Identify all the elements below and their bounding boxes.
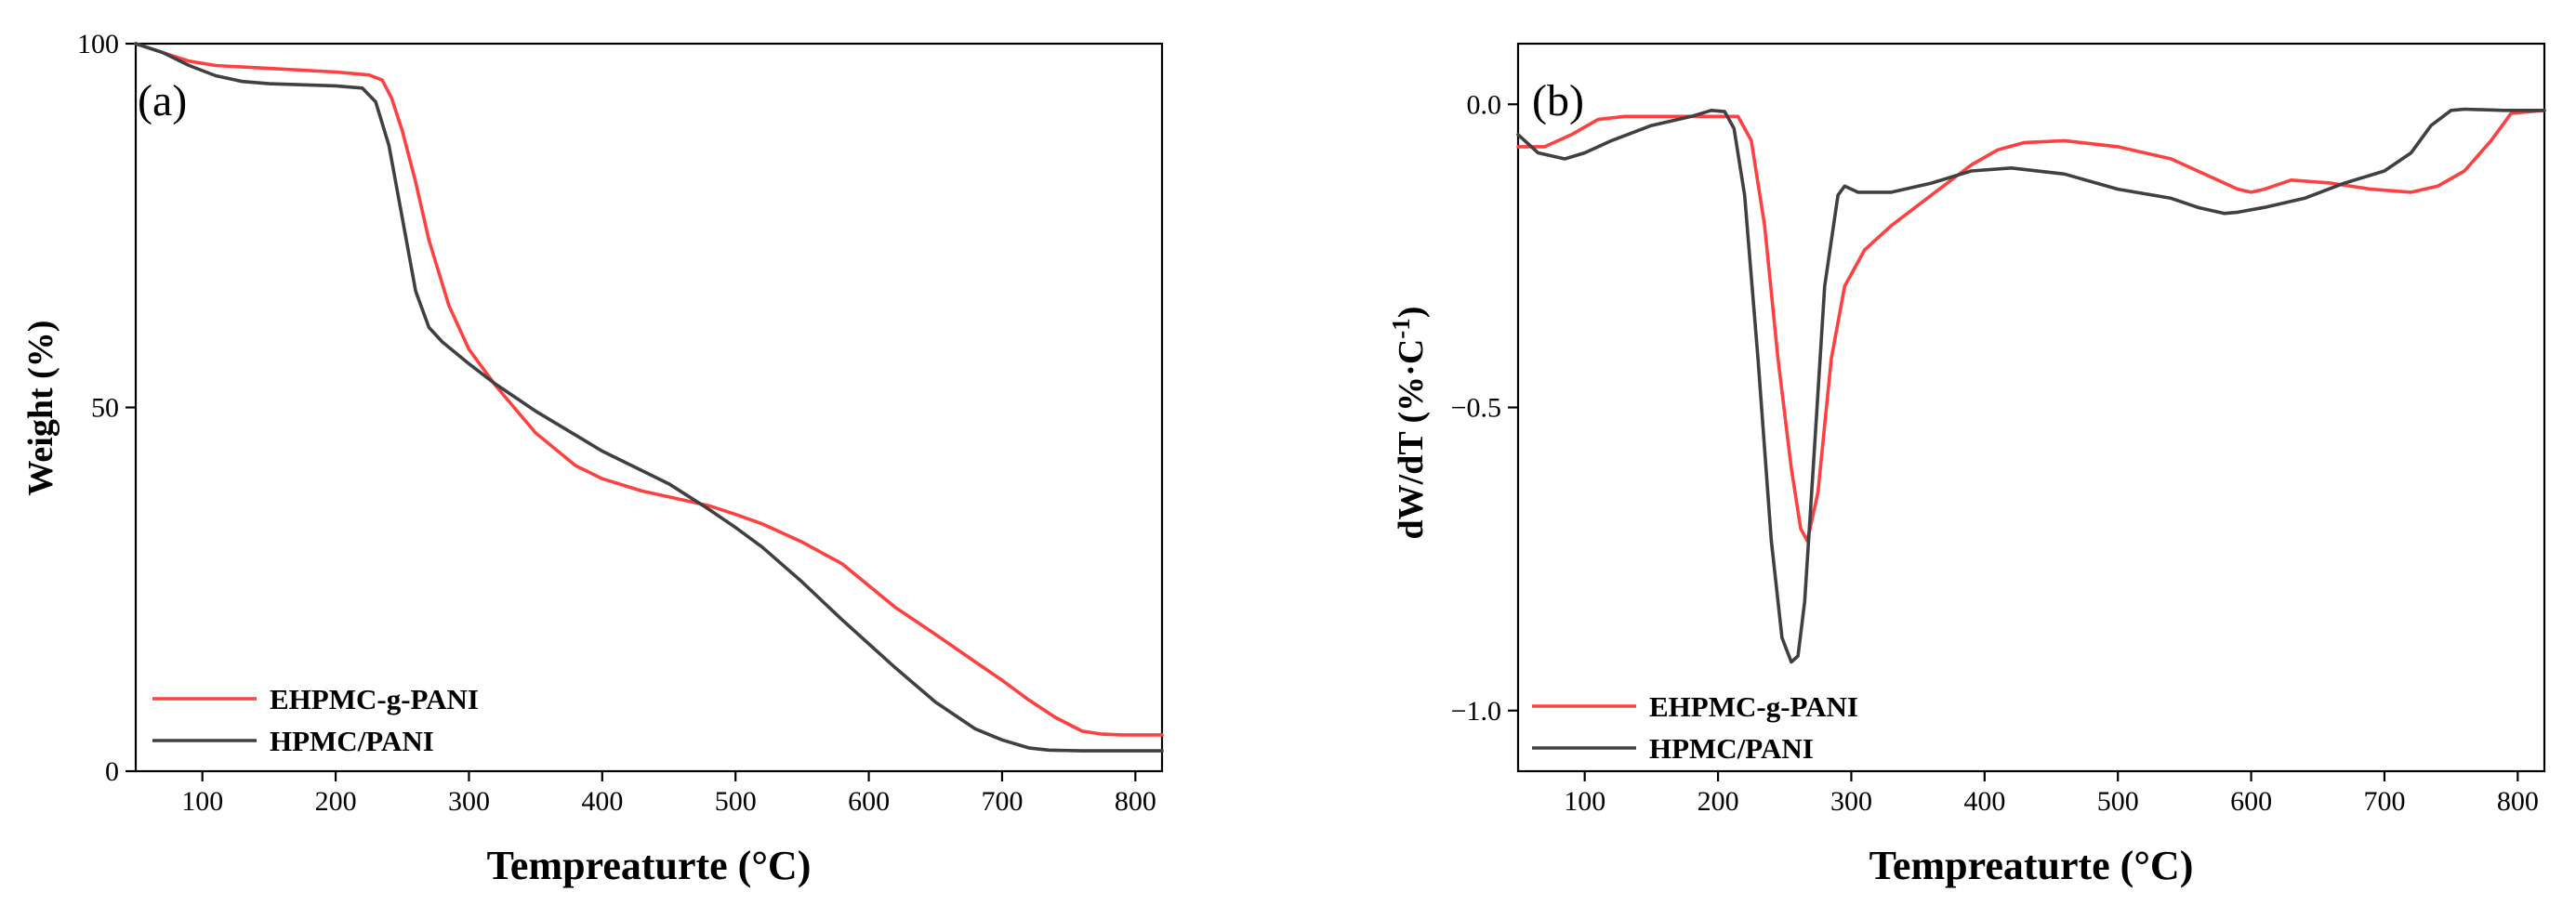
panel-b-y-tick-label: 0.0 [1467,89,1502,120]
panel-b-plot-frame [1516,42,2546,773]
panel-b-y-axis-title: dW/dT (%·C-1) [1387,307,1431,540]
panel-a-plot-frame [134,42,1164,773]
panel-b-x-tick-label: 500 [2097,786,2139,817]
panel-b-x-tick-label: 700 [2363,786,2405,817]
panel-b-series [1516,107,2546,664]
panel-b-y-tick-label: −1.0 [1451,696,1501,727]
panel-a-legend: EHPMC-g-PANI HPMC/PANI [152,683,479,757]
panel-a-legend-label-ehpmc: EHPMC-g-PANI [270,683,479,715]
panel-b-x-tick-label: 800 [2497,786,2539,817]
panel-a-x-tick-label: 600 [848,786,890,817]
panel-b-ticks: 100 200 300 400 500 600 700 800 −1.0 −0.5 0.0 [1451,89,2539,817]
panel-b-x-axis-title: Tempreaturte (°C) [1869,843,2194,888]
panel-a-x-axis-title: Tempreaturte (°C) [487,843,812,888]
panel-a-series [134,42,1164,753]
panel-b-legend: EHPMC-g-PANI HPMC/PANI [1532,690,1858,765]
panel-b-x-tick-label: 300 [1830,786,1872,817]
panel-a-series-line-hpmc-pani [134,42,1164,753]
panel-a-chart: 100 200 300 400 500 600 700 800 0 50 100 (a) Tempr… [21,29,1164,888]
panel-b-x-tick-label: 100 [1564,786,1605,817]
panel-b-chart: 100 200 300 400 500 600 700 800−1.0−0.50.0 (b) … [1387,42,2546,888]
panel-a-y-tick-label: 50 [91,393,119,424]
panel-a-x-tick-label: 700 [981,786,1023,817]
panel-a-x-tick-label: 100 [181,786,223,817]
panel-b-label: (b) [1532,76,1584,125]
panel-b-y-axis-title-sup: -1 [1387,318,1415,339]
panel-a-x-tick-label: 400 [581,786,623,817]
panel-a-x-tick-label: 200 [315,786,357,817]
panel-a-ticks: 100 200 300 400 500 600 700 800 0 50 100 [77,29,1156,817]
panel-a-label: (a) [138,76,187,125]
panel-a-legend-label-hpmc: HPMC/PANI [270,725,434,757]
panel-b-x-tick-label: 400 [1963,786,2005,817]
panel-a-x-tick-label: 500 [715,786,757,817]
panel-a-y-axis-title: Weight (%) [21,321,60,496]
panel-b-series-line-hpmc-pani [1516,107,2546,664]
panel-a-y-tick-label: 100 [77,29,119,59]
panel-b-series-line-ehpmc-g-pani [1516,109,2546,543]
panel-a-x-tick-label: 300 [448,786,490,817]
panel-b-y-axis-title-main: dW/dT (%·C [1392,339,1431,540]
panel-b-x-tick-label: 600 [2230,786,2272,817]
panel-b-legend-label-hpmc: HPMC/PANI [1649,732,1814,765]
panel-a-y-tick-label: 0 [105,756,119,787]
panel-a-series-line-ehpmc-g-pani [134,42,1164,737]
panel-a-x-tick-label: 800 [1115,786,1156,817]
panel-b-y-axis-title-tail: ) [1392,307,1431,319]
panel-b-x-tick-label: 200 [1698,786,1739,817]
panel-b-legend-label-ehpmc: EHPMC-g-PANI [1649,690,1858,723]
panel-b-y-tick-label: −0.5 [1451,393,1501,424]
